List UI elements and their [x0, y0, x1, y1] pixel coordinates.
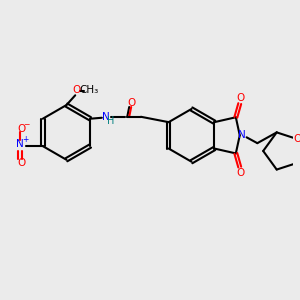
Text: O: O	[127, 98, 135, 108]
Text: +: +	[22, 135, 28, 144]
Text: O: O	[237, 93, 245, 103]
Text: N: N	[16, 139, 24, 149]
Text: O: O	[72, 85, 80, 95]
Text: CH₃: CH₃	[79, 85, 98, 95]
Text: N: N	[102, 112, 110, 122]
Text: N: N	[238, 130, 246, 140]
Text: O: O	[237, 168, 245, 178]
Text: −: −	[23, 120, 29, 129]
Text: O: O	[17, 124, 26, 134]
Text: H: H	[107, 116, 114, 126]
Text: O: O	[17, 158, 26, 168]
Text: O: O	[293, 134, 300, 145]
